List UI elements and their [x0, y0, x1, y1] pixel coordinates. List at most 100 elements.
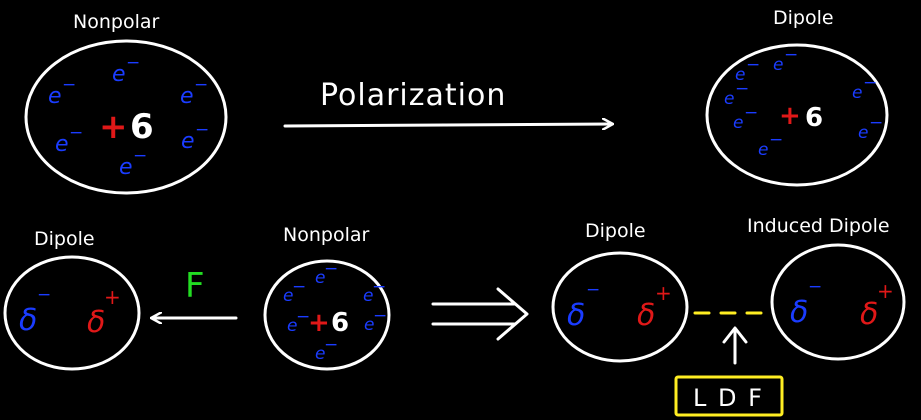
svg-text:−: −	[69, 123, 83, 143]
bottom-right-delta-plus: δ +	[637, 281, 672, 333]
top-dipole-electrons: e − e − e − e − e − e − e −	[724, 45, 883, 160]
top-nonpolar-nucleus: + 6	[99, 107, 154, 147]
svg-text:−: −	[62, 75, 76, 95]
bottom-nonpolar-nucleus: + 6	[308, 308, 349, 338]
top-nonpolar-atom-outline	[24, 39, 228, 195]
svg-text:−: −	[863, 73, 877, 93]
svg-text:e: e	[287, 316, 297, 336]
bottom-nonpolar-electrons: e− e− e− e− e− e−	[283, 259, 387, 364]
electron: e−	[363, 277, 386, 306]
top-dipole-atom-outline	[705, 43, 889, 187]
svg-text:e: e	[852, 83, 862, 103]
electron: e−	[48, 75, 76, 109]
svg-text:e: e	[858, 123, 868, 143]
svg-text:e: e	[283, 286, 293, 306]
svg-text:−: −	[746, 55, 760, 75]
polarization-arrow	[283, 124, 612, 126]
svg-text:6: 6	[805, 103, 823, 133]
electron: e−	[735, 55, 760, 85]
svg-text:−: −	[869, 113, 883, 133]
svg-text:δ: δ	[567, 298, 585, 333]
svg-text:−: −	[126, 53, 140, 73]
svg-text:e: e	[735, 65, 745, 85]
svg-text:e: e	[315, 344, 325, 364]
bottom-right-delta-minus: δ −	[567, 280, 600, 333]
svg-text:6: 6	[130, 107, 154, 147]
svg-text:−: −	[37, 285, 51, 305]
svg-text:−: −	[769, 130, 783, 150]
svg-text:−: −	[324, 259, 338, 279]
svg-text:−: −	[194, 75, 208, 95]
svg-text:+: +	[308, 308, 330, 338]
bottom-left-dipole-label: Dipole	[34, 228, 95, 250]
electron: e−	[180, 75, 208, 109]
induced-delta-minus: δ −	[790, 277, 822, 330]
svg-text:e: e	[181, 129, 195, 154]
bottom-left-delta-plus: δ +	[87, 285, 121, 340]
svg-text:−: −	[292, 277, 306, 297]
svg-text:δ: δ	[860, 297, 878, 332]
electron: e−	[724, 79, 749, 109]
electron: e−	[55, 123, 83, 157]
electron: e−	[733, 103, 758, 133]
svg-text:δ: δ	[790, 295, 808, 330]
svg-text:e: e	[112, 62, 126, 87]
svg-text:−: −	[372, 277, 386, 297]
electron: e−	[315, 335, 338, 364]
electron: e−	[112, 53, 140, 87]
bottom-right-dipole-outline	[551, 251, 689, 363]
top-nonpolar-label: Nonpolar	[73, 11, 159, 33]
svg-text:δ: δ	[87, 305, 105, 340]
bottom-left-dipole-outline	[3, 255, 141, 371]
ldf-label: L D F	[693, 384, 764, 412]
polarization-label: Polarization	[320, 78, 506, 113]
svg-text:δ: δ	[637, 298, 655, 333]
svg-text:−: −	[784, 45, 798, 65]
svg-text:−: −	[735, 79, 749, 99]
svg-text:δ: δ	[19, 303, 37, 338]
svg-text:e: e	[773, 55, 783, 75]
electron: e−	[858, 113, 883, 143]
top-dipole-label: Dipole	[773, 7, 834, 29]
electron: e−	[181, 120, 209, 154]
svg-text:e: e	[724, 89, 734, 109]
svg-text:e: e	[364, 315, 374, 335]
svg-text:−: −	[133, 146, 147, 166]
bottom-nonpolar-atom-outline	[263, 259, 391, 371]
svg-text:−: −	[808, 277, 822, 297]
svg-text:+: +	[655, 281, 672, 305]
induced-dipole-label: Induced Dipole	[747, 215, 890, 237]
svg-text:−: −	[195, 120, 209, 140]
svg-text:−: −	[586, 280, 600, 300]
svg-text:+: +	[99, 107, 128, 147]
svg-text:e: e	[733, 113, 743, 133]
electron: e−	[287, 307, 310, 336]
svg-text:−: −	[296, 307, 310, 327]
ldf-pointer-arrow	[722, 326, 748, 365]
svg-text:e: e	[180, 84, 194, 109]
bottom-nonpolar-label: Nonpolar	[283, 224, 369, 246]
svg-text:−: −	[324, 335, 338, 355]
electron: e−	[773, 45, 798, 75]
svg-text:+: +	[104, 285, 121, 309]
ldf-box	[674, 375, 784, 417]
electron: e−	[758, 130, 783, 160]
svg-text:+: +	[877, 279, 894, 303]
svg-text:e: e	[48, 84, 62, 109]
svg-text:e: e	[119, 155, 133, 180]
electron: e−	[364, 306, 387, 335]
top-dipole-nucleus: + 6	[779, 101, 823, 133]
svg-text:−: −	[744, 103, 758, 123]
svg-text:e: e	[55, 132, 69, 157]
induced-dipole-outline	[770, 243, 906, 361]
top-nonpolar-electrons: e − e − e − e − e − e −	[48, 53, 209, 180]
svg-text:6: 6	[331, 308, 349, 338]
electron: e−	[119, 146, 147, 180]
bottom-left-delta-minus: δ −	[19, 285, 51, 338]
svg-text:−: −	[373, 306, 387, 326]
svg-text:e: e	[363, 286, 373, 306]
implies-arrow	[431, 287, 529, 341]
electron: e−	[315, 259, 338, 288]
svg-text:+: +	[779, 101, 801, 131]
